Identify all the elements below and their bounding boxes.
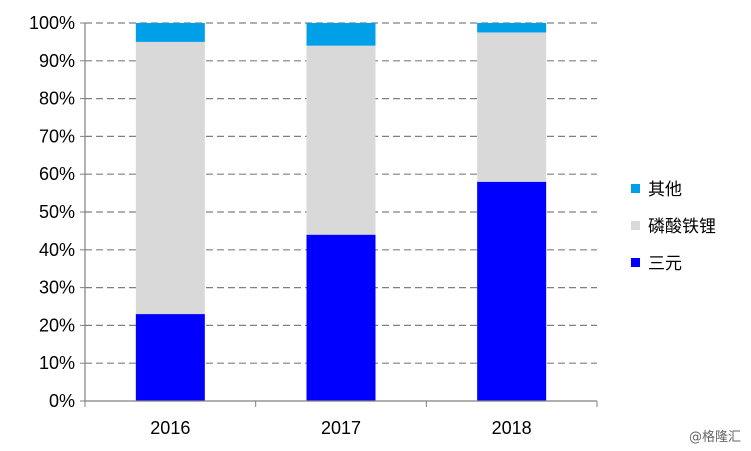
bar-group <box>135 23 547 401</box>
y-tick-label: 80% <box>39 89 75 109</box>
legend-label: 三元 <box>648 254 682 274</box>
y-tick-label: 20% <box>39 315 75 335</box>
axes <box>80 22 598 407</box>
y-tick-label: 50% <box>39 202 75 222</box>
bar-segment <box>135 41 205 315</box>
bar-segment <box>306 45 376 235</box>
bar-segment <box>477 23 547 33</box>
y-tick-label: 30% <box>39 278 75 298</box>
bar-segment <box>306 234 376 401</box>
y-tick-label: 70% <box>39 126 75 146</box>
legend-label: 其他 <box>648 180 682 200</box>
y-tick-label: 100% <box>29 13 75 33</box>
y-tick-label: 40% <box>39 240 75 260</box>
bar-segment <box>135 23 205 42</box>
legend-swatch <box>631 221 640 230</box>
bar-segment <box>135 314 205 401</box>
y-axis-ticks: 0% 10% 20% 30% 40% 50% 60% 70% 80% 90% 100% <box>29 13 75 411</box>
y-tick-label: 60% <box>39 164 75 184</box>
y-tick-label: 0% <box>49 391 75 411</box>
bar-segment <box>477 181 547 401</box>
legend-swatch <box>631 258 640 267</box>
x-tick-label: 2018 <box>492 418 532 438</box>
bar-segment <box>477 32 547 182</box>
x-tick-label: 2016 <box>150 418 190 438</box>
legend-label: 磷酸铁锂 <box>648 217 716 237</box>
y-tick-label: 90% <box>39 51 75 71</box>
x-tick-label: 2017 <box>321 418 361 438</box>
legend-swatch <box>631 184 640 193</box>
y-tick-label: 10% <box>39 353 75 373</box>
x-axis-ticks: 2016 2017 2018 <box>150 418 531 438</box>
bar-segment <box>306 23 376 46</box>
watermark: @格隆汇 <box>688 430 741 445</box>
